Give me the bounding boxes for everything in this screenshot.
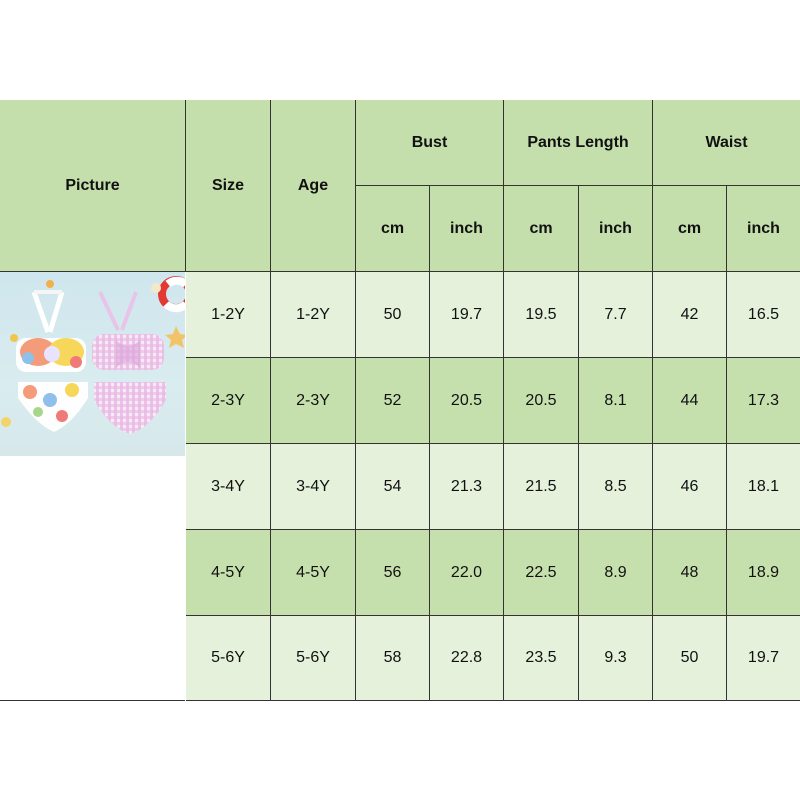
cell-size: 2-3Y: [186, 358, 271, 444]
cell-pants-in: 9.3: [579, 616, 653, 701]
cell-pants-cm: 20.5: [504, 358, 579, 444]
product-photo: [0, 272, 185, 456]
header-size: Size: [186, 100, 271, 272]
life-ring-icon: [158, 276, 185, 313]
cell-pants-in: 8.1: [579, 358, 653, 444]
starfish-icon: [165, 326, 185, 348]
shell-icon: [1, 417, 11, 427]
cell-age: 2-3Y: [271, 358, 356, 444]
cell-waist-cm: 42: [653, 272, 727, 358]
cell-bust-in: 19.7: [430, 272, 504, 358]
cell-bust-in: 20.5: [430, 358, 504, 444]
shell-icon: [10, 334, 18, 342]
cell-bust-cm: 58: [356, 616, 430, 701]
cell-bust-in: 22.8: [430, 616, 504, 701]
header-waist: Waist: [653, 100, 800, 186]
cell-pants-cm: 22.5: [504, 530, 579, 616]
cell-pants-in: 7.7: [579, 272, 653, 358]
cell-waist-cm: 50: [653, 616, 727, 701]
cell-size: 3-4Y: [186, 444, 271, 530]
cell-age: 5-6Y: [271, 616, 356, 701]
header-age: Age: [271, 100, 356, 272]
header-bust-cm: cm: [356, 186, 430, 272]
cell-age: 3-4Y: [271, 444, 356, 530]
size-chart-table: Picture Size Age Bust Pants Length Waist…: [0, 100, 800, 701]
picture-cell-blank: [0, 456, 185, 701]
header-pants-cm: cm: [504, 186, 579, 272]
cell-pants-in: 8.9: [579, 530, 653, 616]
cell-bust-cm: 52: [356, 358, 430, 444]
header-bust: Bust: [356, 100, 504, 186]
cell-waist-cm: 44: [653, 358, 727, 444]
cell-size: 4-5Y: [186, 530, 271, 616]
cell-pants-in: 8.5: [579, 444, 653, 530]
cell-waist-cm: 46: [653, 444, 727, 530]
cell-size: 1-2Y: [186, 272, 271, 358]
cell-waist-in: 19.7: [727, 616, 800, 701]
cell-bust-cm: 50: [356, 272, 430, 358]
cell-pants-cm: 23.5: [504, 616, 579, 701]
cell-waist-in: 16.5: [727, 272, 800, 358]
cell-size: 5-6Y: [186, 616, 271, 701]
cell-pants-cm: 19.5: [504, 272, 579, 358]
cell-age: 4-5Y: [271, 530, 356, 616]
swimsuit-illustration: [1, 276, 185, 434]
header-picture: Picture: [0, 100, 186, 272]
header-pants-length: Pants Length: [504, 100, 653, 186]
header-pants-inch: inch: [579, 186, 653, 272]
cell-bust-cm: 56: [356, 530, 430, 616]
cell-bust-in: 21.3: [430, 444, 504, 530]
cell-waist-in: 17.3: [727, 358, 800, 444]
shell-icon: [46, 280, 54, 288]
header-bust-inch: inch: [430, 186, 504, 272]
cell-bust-cm: 54: [356, 444, 430, 530]
shell-icon: [151, 283, 161, 293]
header-waist-inch: inch: [727, 186, 800, 272]
cell-pants-cm: 21.5: [504, 444, 579, 530]
cell-bust-in: 22.0: [430, 530, 504, 616]
cell-waist-in: 18.1: [727, 444, 800, 530]
cell-waist-in: 18.9: [727, 530, 800, 616]
cell-waist-cm: 48: [653, 530, 727, 616]
header-waist-cm: cm: [653, 186, 727, 272]
cell-age: 1-2Y: [271, 272, 356, 358]
